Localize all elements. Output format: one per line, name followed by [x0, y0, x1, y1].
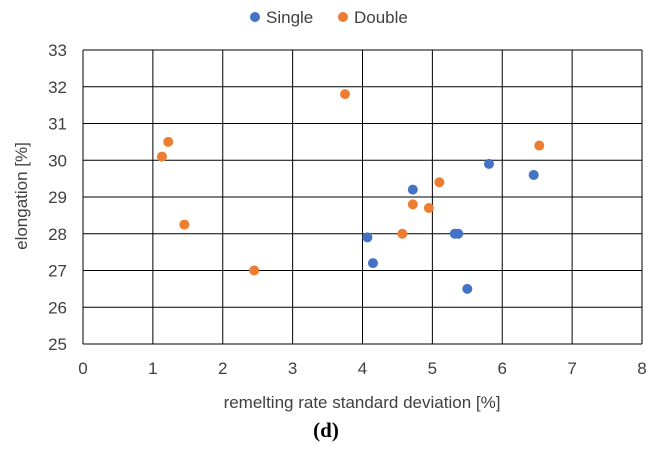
y-tick-label: 33	[48, 41, 67, 60]
double-point	[434, 177, 445, 188]
legend-label-single: Single	[266, 8, 313, 27]
single-point	[367, 258, 378, 269]
double-point	[249, 265, 260, 276]
scatter-chart: Single Double 0 1 2 3 4 5 6 7 8 25 26 27 28 29 30 31 32 33…	[12, 8, 647, 412]
double-point	[156, 151, 167, 162]
axis-ticks: 0 1 2 3 4 5 6 7 8 25 26 27 28 29 30 31 32 33	[48, 41, 647, 378]
single-point	[453, 228, 464, 239]
double-point	[163, 136, 174, 147]
double-point	[340, 89, 351, 100]
y-axis-title: elongation [%]	[12, 142, 31, 250]
single-point	[462, 283, 473, 294]
chart-grid	[82, 49, 643, 345]
double-point	[534, 140, 545, 151]
y-tick-label: 28	[48, 225, 67, 244]
y-tick-label: 32	[48, 78, 67, 97]
double-point	[179, 219, 190, 230]
legend-label-double: Double	[354, 8, 408, 27]
double-point	[423, 203, 434, 214]
double-point	[397, 228, 408, 239]
y-tick-label: 27	[48, 262, 67, 281]
x-tick-label: 5	[428, 359, 437, 378]
x-tick-label: 0	[78, 359, 87, 378]
x-tick-label: 2	[218, 359, 227, 378]
figure-caption: (d)	[313, 418, 339, 442]
y-tick-label: 30	[48, 151, 67, 170]
single-point	[362, 232, 373, 243]
double-point	[407, 199, 418, 210]
y-tick-label: 29	[48, 188, 67, 207]
data-points	[156, 89, 545, 294]
x-axis-title: remelting rate standard deviation [%]	[224, 393, 501, 412]
y-tick-label: 31	[48, 115, 67, 134]
x-tick-label: 7	[567, 359, 576, 378]
legend-marker-double	[338, 12, 348, 22]
x-tick-label: 1	[148, 359, 157, 378]
y-tick-label: 25	[48, 335, 67, 354]
x-tick-label: 3	[288, 359, 297, 378]
x-tick-label: 8	[637, 359, 646, 378]
chart-legend: Single Double	[250, 8, 408, 27]
single-point	[528, 169, 539, 180]
single-point	[483, 158, 494, 169]
series-single	[362, 158, 539, 294]
single-point	[407, 184, 418, 195]
series-double	[156, 89, 545, 276]
x-tick-label: 6	[498, 359, 507, 378]
x-tick-label: 4	[358, 359, 367, 378]
y-tick-label: 26	[48, 298, 67, 317]
legend-marker-single	[250, 12, 260, 22]
